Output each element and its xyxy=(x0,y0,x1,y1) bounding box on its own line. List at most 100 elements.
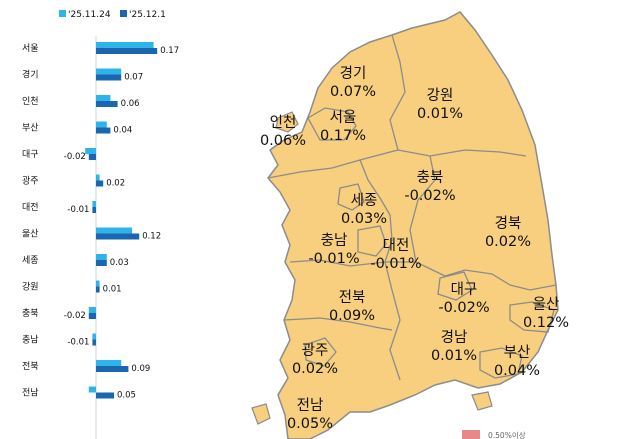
category-label: 부산 xyxy=(22,123,39,134)
region-value: 0.01% xyxy=(431,348,477,364)
category-label: 충북 xyxy=(22,308,39,319)
bar-series-2 xyxy=(92,339,96,346)
region-name: 서울 xyxy=(330,109,357,126)
region-value: 0.01% xyxy=(417,106,463,122)
bar-series-1 xyxy=(96,254,107,260)
border-gwangju xyxy=(304,337,337,367)
bar-series-1 xyxy=(96,360,122,366)
region-value: -0.01% xyxy=(308,251,359,267)
bar-series-2 xyxy=(96,48,158,54)
border-jeonbuk-jeonnam xyxy=(283,317,393,331)
region-name: 경북 xyxy=(495,215,522,232)
category-label: 충남 xyxy=(22,335,39,346)
bar-series-1 xyxy=(88,307,96,313)
value-label: 0.01 xyxy=(103,285,122,295)
region-name: 충남 xyxy=(321,232,348,249)
bar-series-2 xyxy=(96,101,118,107)
region-value: 0.12% xyxy=(523,315,569,331)
island-ganghwa xyxy=(275,111,299,133)
region-name: 인천 xyxy=(270,114,297,131)
region-name: 울산 xyxy=(533,296,560,313)
region-value: 0.06% xyxy=(260,133,306,149)
legend-swatch-series-1 xyxy=(59,10,66,17)
border-chungbuk-east xyxy=(409,155,436,263)
legend-swatch-series-2 xyxy=(120,10,127,17)
category-label: 대전 xyxy=(22,202,39,213)
bar-series-1 xyxy=(88,386,96,393)
bar-series-1 xyxy=(96,280,100,287)
border-chungnam-jeonbuk xyxy=(289,259,416,267)
bar-series-1 xyxy=(96,227,132,234)
map-legend-label: 0.50%이상 xyxy=(488,430,526,439)
border-chungbuk-west xyxy=(359,159,393,263)
border-daegu xyxy=(437,271,473,301)
category-label: 광주 xyxy=(22,175,39,187)
map-borders xyxy=(267,34,557,381)
category-label: 세종 xyxy=(22,255,39,266)
bar-series-1 xyxy=(96,174,100,181)
region-value: -0.01% xyxy=(370,256,421,272)
value-label: -0.01 xyxy=(67,338,89,348)
region-value: 0.02% xyxy=(292,361,338,377)
region-value: 0.04% xyxy=(494,363,540,379)
category-label: 경기 xyxy=(22,69,39,81)
value-label: 0.02 xyxy=(106,179,125,189)
map-legend: 0.50%이상 xyxy=(462,430,526,439)
region-value: 0.05% xyxy=(287,416,333,432)
value-label: 0.12 xyxy=(142,232,161,242)
region-name: 세종 xyxy=(351,192,378,209)
bar-series-1 xyxy=(96,121,107,128)
bar-series-2 xyxy=(96,233,140,240)
category-label: 전북 xyxy=(22,361,39,372)
legend-label-series-2: '25.12.1 xyxy=(129,10,166,20)
border-gyeonggi-south xyxy=(267,149,399,179)
region-value: 0.03% xyxy=(341,211,387,227)
region-name: 광주 xyxy=(302,342,329,359)
value-label: 0.04 xyxy=(113,126,132,136)
map-legend-swatch xyxy=(462,430,480,439)
region-name: 경남 xyxy=(441,329,468,346)
value-label: 0.07 xyxy=(124,73,143,83)
border-gyeongbuk-gyeongnam xyxy=(415,261,557,291)
border-gangwon-south xyxy=(397,149,527,157)
category-label: 전남 xyxy=(22,388,39,399)
value-label: -0.02 xyxy=(64,311,86,321)
border-ulsan xyxy=(509,301,555,333)
bar-series-1 xyxy=(85,148,96,154)
border-daejeon xyxy=(357,225,387,257)
bar-series-2 xyxy=(96,74,122,81)
region-value: 0.02% xyxy=(485,234,531,250)
category-label: 대구 xyxy=(22,149,39,160)
region-name: 충북 xyxy=(417,169,444,186)
region-name: 강원 xyxy=(427,87,454,104)
bar-series-2 xyxy=(96,260,107,266)
category-label: 인천 xyxy=(22,96,39,107)
region-name: 대구 xyxy=(451,281,478,298)
bar-series-2 xyxy=(92,207,96,213)
bar-series-1 xyxy=(92,201,96,207)
border-gyeonggi-gangwon xyxy=(389,34,406,151)
bar-series-2 xyxy=(96,286,100,293)
value-label: -0.01 xyxy=(67,205,89,215)
border-seoul xyxy=(307,107,357,141)
border-jeonbuk-gyeongnam xyxy=(384,261,401,381)
value-label: 0.17 xyxy=(160,46,179,56)
value-label: 0.09 xyxy=(131,364,150,374)
category-label: 울산 xyxy=(22,229,39,240)
bar-series-1 xyxy=(96,68,122,75)
region-value: 0.09% xyxy=(329,308,375,324)
map-land xyxy=(251,11,559,439)
chart-legend: '25.11.24 '25.12.1 xyxy=(59,10,166,20)
bar-series-1 xyxy=(96,42,154,48)
region-value: 0.17% xyxy=(320,128,366,144)
island-sw xyxy=(251,403,271,425)
region-value: 0.07% xyxy=(330,84,376,100)
region-name: 대전 xyxy=(383,237,410,254)
value-label: 0.05 xyxy=(117,391,136,401)
region-name: 부산 xyxy=(504,344,531,361)
region-name: 전남 xyxy=(297,397,324,414)
region-name: 전북 xyxy=(339,289,366,306)
bar-series-2 xyxy=(96,127,111,134)
bar-chart: '25.11.24 '25.12.1 서울 0.17 경기 0.07 인천 0.06 부산 0… xyxy=(22,10,179,439)
region-value: -0.02% xyxy=(438,300,489,316)
